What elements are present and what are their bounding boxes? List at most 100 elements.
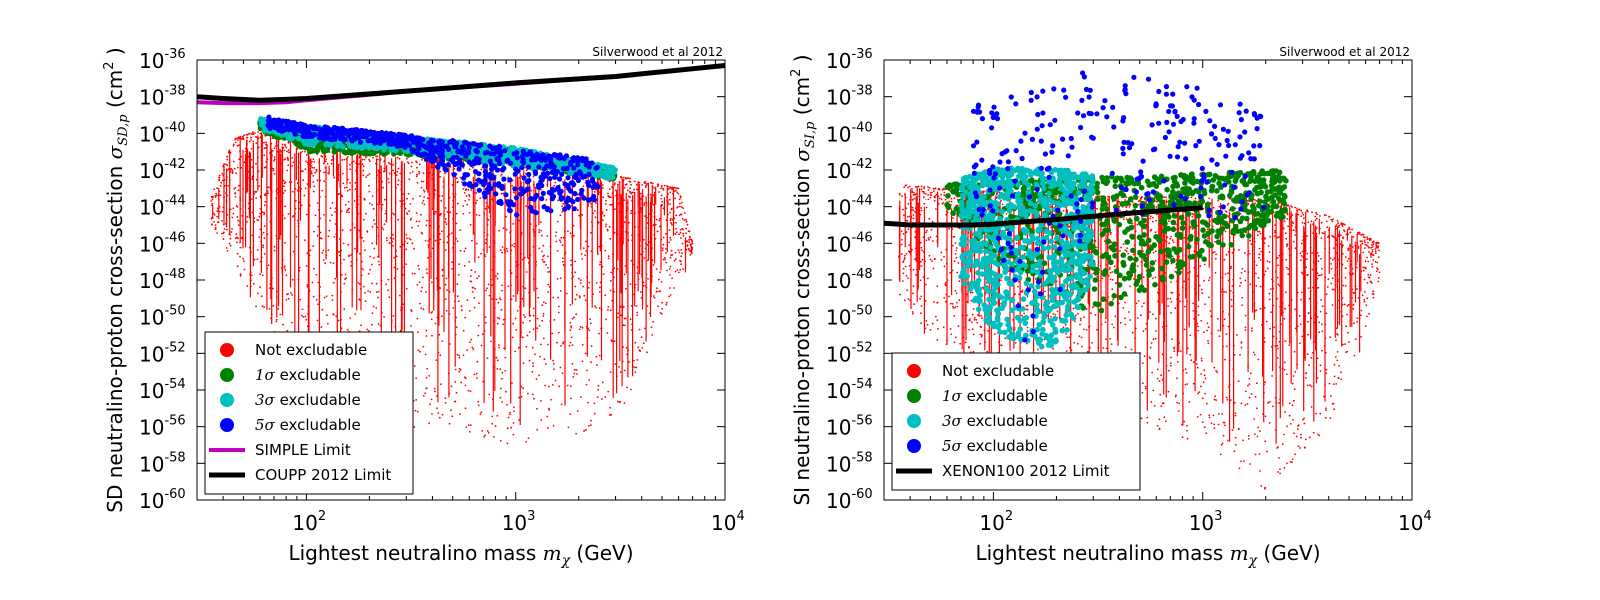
- data-point: [234, 196, 237, 198]
- data-point: [669, 236, 672, 239]
- data-point: [673, 259, 676, 262]
- data-point: [468, 430, 471, 433]
- data-point: [574, 271, 576, 274]
- data-point: [575, 313, 578, 316]
- data-point: [521, 297, 524, 300]
- data-point: [243, 268, 246, 271]
- data-point: [325, 158, 328, 161]
- data-point: [641, 347, 644, 349]
- data-point: [666, 269, 668, 272]
- data-point: [652, 203, 655, 206]
- data-point: [436, 407, 438, 410]
- data-point: [354, 247, 356, 250]
- data-point: [313, 166, 316, 169]
- data-point: [263, 237, 266, 240]
- data-point: [455, 222, 458, 225]
- data-point: [458, 357, 461, 359]
- data-point: [248, 140, 251, 143]
- data-point: [677, 187, 680, 190]
- data-point: [649, 193, 652, 196]
- data-point: [327, 235, 330, 238]
- data-point: [235, 137, 238, 140]
- data-point: [531, 370, 534, 373]
- data-point: [261, 305, 264, 308]
- data-point: [642, 238, 645, 241]
- data-point: [552, 362, 555, 365]
- data-point: [487, 219, 490, 221]
- data-point: [537, 296, 540, 299]
- data-point: [543, 157, 549, 163]
- data-point: [450, 409, 452, 412]
- data-point: [661, 200, 664, 203]
- data-point: [464, 377, 467, 380]
- data-point: [663, 184, 666, 187]
- data-point: [333, 235, 336, 238]
- data-point: [571, 206, 577, 212]
- data-point: [349, 163, 351, 166]
- data-point: [585, 160, 592, 166]
- data-point: [366, 231, 369, 233]
- data-point: [284, 158, 287, 160]
- data-point: [662, 189, 665, 191]
- data-point: [450, 385, 453, 388]
- data-point: [557, 311, 560, 314]
- data-point: [362, 285, 365, 288]
- data-point: [461, 181, 463, 184]
- data-point: [312, 175, 315, 177]
- data-point: [506, 427, 509, 430]
- data-point: [582, 285, 584, 288]
- data-point: [237, 139, 239, 141]
- data-point: [679, 202, 681, 205]
- data-point: [441, 230, 443, 233]
- data-point: [283, 182, 286, 185]
- data-point: [487, 283, 490, 286]
- data-point: [638, 328, 641, 331]
- data-point: [585, 383, 588, 386]
- data-point: [504, 356, 507, 359]
- data-point: [375, 307, 378, 309]
- data-point: [486, 357, 489, 360]
- data-point: [540, 229, 542, 232]
- data-point: [408, 210, 410, 213]
- data-point: [388, 296, 391, 299]
- data-point: [573, 316, 575, 319]
- data-point: [527, 437, 530, 440]
- data-point: [360, 144, 366, 151]
- data-point: [311, 160, 313, 163]
- data-point: [529, 320, 531, 322]
- data-point: [477, 404, 480, 407]
- data-point: [284, 205, 286, 208]
- data-point: [284, 269, 287, 271]
- data-point: [358, 157, 361, 159]
- data-point: [634, 341, 637, 344]
- data-point: [301, 150, 304, 153]
- data-point: [262, 246, 264, 249]
- data-point: [440, 199, 443, 202]
- data-point: [468, 195, 471, 198]
- data-point: [605, 223, 608, 226]
- data-point: [236, 252, 239, 255]
- data-point: [235, 172, 238, 175]
- data-point: [316, 234, 319, 237]
- data-point: [680, 255, 683, 258]
- data-point: [481, 142, 488, 148]
- data-point: [380, 165, 382, 168]
- data-point: [475, 202, 478, 204]
- data-point: [444, 207, 447, 209]
- data-point: [362, 174, 365, 177]
- data-point: [476, 242, 478, 245]
- data-point: [421, 232, 423, 235]
- data-point: [407, 162, 410, 165]
- data-point: [237, 144, 240, 147]
- data-point: [557, 296, 559, 299]
- data-point: [229, 244, 232, 247]
- data-point: [597, 384, 600, 387]
- data-point: [218, 174, 221, 177]
- data-point: [406, 197, 408, 200]
- data-point: [588, 281, 591, 284]
- data-point: [444, 249, 447, 251]
- data-point: [262, 231, 265, 234]
- data-point: [305, 153, 308, 156]
- data-point: [418, 268, 420, 270]
- data-point: [536, 164, 542, 170]
